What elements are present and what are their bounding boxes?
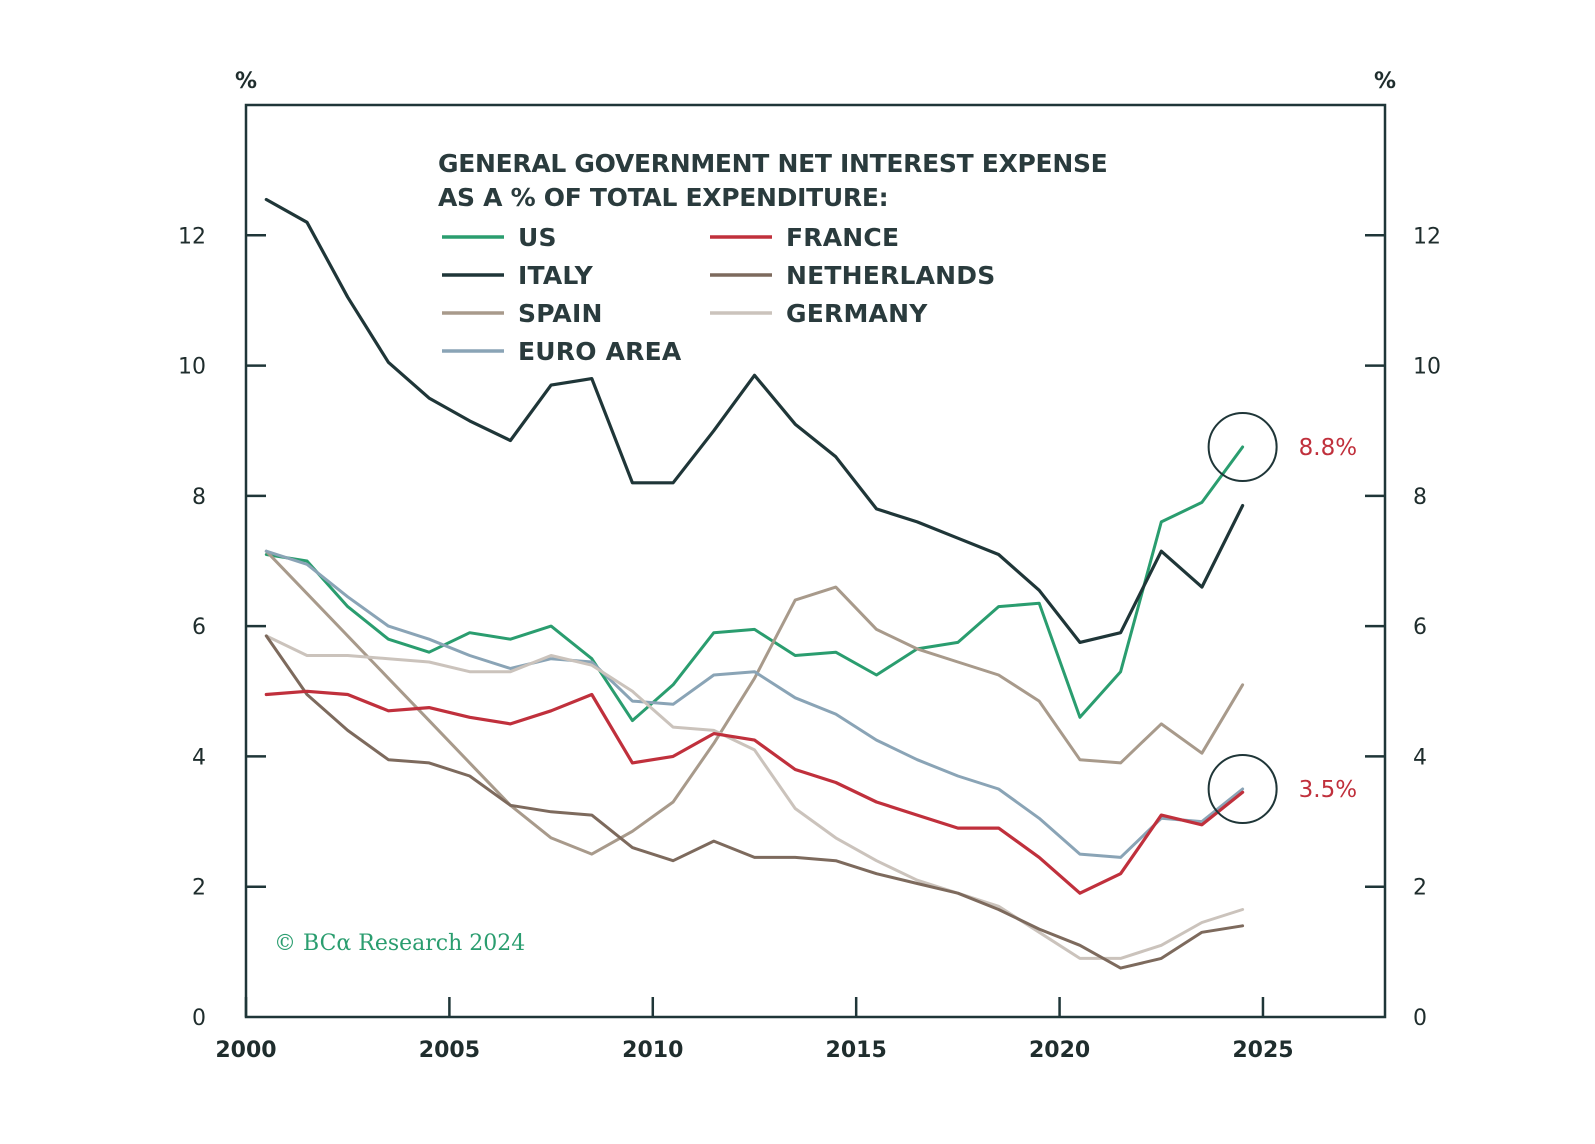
annotations: 8.8% 3.5% [1209,413,1357,823]
x-tick-label: 2010 [622,1038,683,1063]
x-tick-label: 2020 [1029,1038,1090,1063]
x-tick-label: 2025 [1232,1038,1293,1063]
annotation-label: 8.8% [1299,435,1357,461]
legend-item-spain: SPAIN [442,299,603,328]
y-axis-right-unit: % [1374,69,1396,94]
legend-label: ITALY [518,261,594,290]
y-tick-label-right: 8 [1413,485,1427,510]
y-tick-label-left: 8 [192,485,206,510]
y-axis-right-tick-labels: 0 2 4 6 8 10 12 [1413,224,1441,1031]
legend-label: FRANCE [786,223,899,252]
y-tick-label-left: 12 [178,224,206,249]
y-tick-label-right: 4 [1413,745,1427,770]
y-tick-label-right: 12 [1413,224,1441,249]
chart: 2000 2005 2010 2015 2020 2025 0 2 4 6 8 10 12 0 2 4 6 8… [0,0,1595,1144]
series-lines [266,200,1242,969]
legend: US FRANCE ITALY NETHERLANDS SPAIN GERMANY EURO… [442,223,995,366]
legend-item-france: FRANCE [710,223,899,252]
series-line-spain [266,551,1242,854]
y-tick-label-left: 2 [192,876,206,901]
chart-title-line-1: GENERAL GOVERNMENT NET INTEREST EXPENSE [438,149,1107,178]
y-tick-label-left: 10 [178,355,206,380]
series-line-germany [266,636,1242,959]
legend-label: EURO AREA [518,337,682,366]
y-tick-label-left: 0 [192,1006,206,1031]
y-axis-left-tick-labels: 0 2 4 6 8 10 12 [178,224,206,1031]
y-tick-label-right: 0 [1413,1006,1427,1031]
legend-item-us: US [442,223,557,252]
y-tick-label-right: 10 [1413,355,1441,380]
legend-item-netherlands: NETHERLANDS [710,261,995,290]
legend-item-italy: ITALY [442,261,594,290]
legend-label: GERMANY [786,299,928,328]
series-line-france [266,691,1242,893]
y-tick-label-left: 4 [192,745,206,770]
x-tick-label: 2015 [826,1038,887,1063]
x-tick-label: 2000 [215,1038,276,1063]
y-axis-left-unit: % [235,69,257,94]
legend-item-germany: GERMANY [710,299,928,328]
series-line-netherlands [266,636,1242,968]
annotation-label: 3.5% [1299,777,1357,803]
legend-label: SPAIN [518,299,603,328]
y-tick-label-right: 6 [1413,615,1427,640]
y-tick-label-right: 2 [1413,876,1427,901]
legend-label: US [518,223,557,252]
x-axis-tick-labels: 2000 2005 2010 2015 2020 2025 [215,1038,1293,1063]
axis-ticks [246,235,1385,1017]
y-tick-label-left: 6 [192,615,206,640]
chart-title-line-2: AS A % OF TOTAL EXPENDITURE: [438,183,888,212]
legend-item-euro-area: EURO AREA [442,337,682,366]
legend-label: NETHERLANDS [786,261,995,290]
x-tick-label: 2005 [419,1038,480,1063]
series-line-italy [266,200,1242,643]
copyright-text: © BCα Research 2024 [274,931,525,956]
